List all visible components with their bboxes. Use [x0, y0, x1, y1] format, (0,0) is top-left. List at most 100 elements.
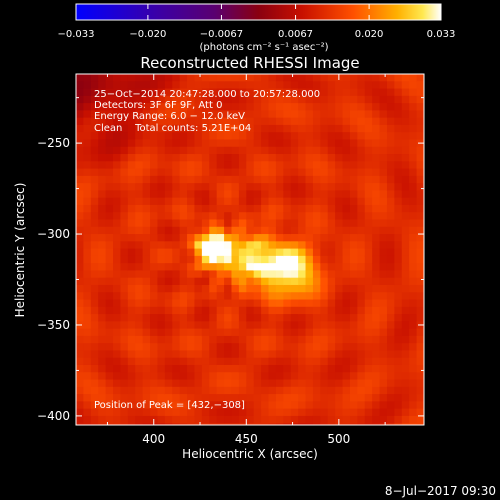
heatmap-cell	[246, 190, 255, 199]
heatmap-cell	[409, 183, 418, 191]
heatmap-cell	[386, 386, 395, 395]
y-tick-label: −350	[37, 318, 70, 332]
heatmap-cell	[327, 154, 336, 162]
heatmap-cell	[320, 212, 329, 221]
heatmap-cell	[305, 255, 314, 264]
heatmap-cell	[349, 95, 358, 104]
heatmap-cell	[409, 146, 418, 155]
heatmap-cell	[357, 219, 366, 228]
heatmap-cell	[305, 103, 314, 111]
heatmap-cell	[187, 132, 196, 141]
heatmap-cell	[253, 103, 262, 111]
heatmap-cell	[298, 314, 307, 322]
heatmap-cell	[327, 408, 336, 417]
heatmap-cell	[179, 154, 188, 162]
heatmap-cell	[216, 401, 225, 410]
heatmap-cell	[401, 263, 410, 272]
heatmap-cell	[401, 364, 410, 373]
heatmap-cell	[261, 146, 270, 155]
heatmap-cell	[231, 204, 240, 213]
heatmap-cell	[357, 386, 366, 395]
heatmap-cell	[201, 74, 210, 82]
heatmap-cell	[76, 423, 85, 425]
heatmap-cell	[231, 306, 240, 315]
heatmap-cell	[83, 415, 92, 424]
heatmap-cell	[283, 306, 292, 315]
heatmap-cell	[105, 328, 114, 337]
colorbar-tick-label: 0.033	[427, 29, 456, 40]
heatmap-cell	[349, 175, 358, 184]
heatmap-cell	[201, 226, 210, 235]
heatmap-cell	[150, 284, 159, 293]
heatmap-cell	[113, 241, 122, 250]
heatmap-cell	[290, 124, 299, 133]
heatmap-cell	[342, 335, 351, 344]
heatmap-cell	[98, 183, 107, 191]
heatmap-cell	[416, 379, 424, 388]
heatmap-cell	[246, 226, 255, 235]
heatmap-cell	[253, 132, 262, 141]
heatmap-cell	[172, 190, 181, 199]
colorbar-gradient	[75, 3, 442, 21]
heatmap-cell	[320, 95, 329, 104]
heatmap-cell	[290, 204, 299, 213]
heatmap-cell	[372, 183, 381, 191]
heatmap-cell	[298, 212, 307, 221]
heatmap-cell	[216, 74, 225, 82]
heatmap-cell	[216, 364, 225, 373]
heatmap-cell	[150, 88, 159, 97]
heatmap-cell	[164, 241, 173, 250]
heatmap-cell	[113, 204, 122, 213]
heatmap-cell	[305, 132, 314, 141]
heatmap-cell	[90, 81, 99, 90]
heatmap-cell	[290, 255, 299, 264]
heatmap-cell	[150, 321, 159, 330]
heatmap-cell	[135, 364, 144, 373]
heatmap-cell	[283, 154, 292, 162]
heatmap-cell	[364, 74, 373, 82]
heatmap-cell	[187, 139, 196, 148]
heatmap-cell	[135, 394, 144, 402]
heatmap-cell	[105, 263, 114, 272]
heatmap-cell	[283, 263, 292, 272]
heatmap-cell	[298, 423, 307, 425]
heatmap-cell	[150, 350, 159, 359]
heatmap-cell	[320, 183, 329, 191]
heatmap-cell	[357, 226, 366, 235]
heatmap-cell	[231, 292, 240, 301]
heatmap-cell	[157, 219, 166, 228]
heatmap-cell	[312, 350, 321, 359]
heatmap-cell	[357, 364, 366, 373]
heatmap-cell	[335, 219, 344, 228]
heatmap-cell	[83, 241, 92, 250]
heatmap-cell	[201, 139, 210, 148]
heatmap-cell	[253, 139, 262, 148]
heatmap-cell	[253, 154, 262, 162]
heatmap-cell	[238, 161, 247, 170]
heatmap-cell	[238, 292, 247, 301]
heatmap-cell	[409, 372, 418, 381]
heatmap-cell	[283, 292, 292, 301]
heatmap-cell	[275, 212, 284, 221]
heatmap-cell	[209, 357, 218, 366]
heatmap-cell	[172, 314, 181, 322]
heatmap-cell	[357, 190, 366, 199]
heatmap-cell	[150, 190, 159, 199]
heatmap-cell	[238, 255, 247, 264]
heatmap-cell	[305, 372, 314, 381]
heatmap-cell	[209, 408, 218, 417]
heatmap-cell	[142, 234, 151, 242]
heatmap-cell	[135, 168, 144, 177]
heatmap-cell	[298, 88, 307, 97]
heatmap-cell	[231, 183, 240, 191]
heatmap-cell	[409, 284, 418, 293]
heatmap-cell	[224, 379, 233, 388]
heatmap-cell	[275, 357, 284, 366]
heatmap-cell	[320, 415, 329, 424]
heatmap-cell	[275, 335, 284, 344]
heatmap-cell	[209, 241, 218, 250]
heatmap-cell	[216, 117, 225, 126]
heatmap-cell	[172, 175, 181, 184]
heatmap-cell	[386, 197, 395, 206]
heatmap-cell	[135, 350, 144, 359]
